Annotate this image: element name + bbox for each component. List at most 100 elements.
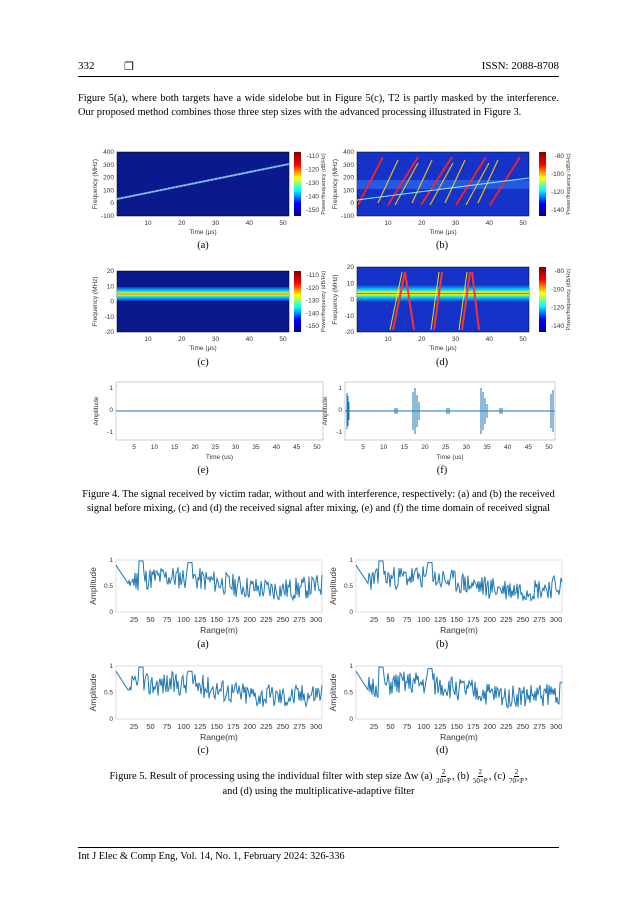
figure4-caption: Figure 4. The signal received by victim … — [82, 489, 555, 514]
fig5-y-tick-b: 0 — [349, 609, 353, 616]
sublabel-c: (c) — [197, 357, 209, 368]
y-tick-e: -1 — [107, 429, 113, 436]
x-tick-e: 35 — [252, 444, 260, 451]
x-tick-f: 25 — [442, 444, 450, 451]
fig5-y-label-a: Amplitude — [88, 567, 98, 605]
x-label-e: Time (us) — [206, 454, 233, 461]
cbar-label-d: Power/frequency (dB/Hz) — [566, 269, 572, 331]
x-tick-f: 10 — [380, 444, 388, 451]
cbar-tick-b: -140 — [551, 207, 564, 214]
x-label-a: Time (µs) — [189, 229, 216, 236]
colorbar-a — [294, 152, 301, 216]
y-tick-c: 20 — [107, 268, 115, 275]
x-tick-c: 40 — [246, 336, 254, 343]
y-tick-a: 400 — [103, 149, 114, 156]
x-tick-f: 5 — [361, 444, 365, 451]
x-tick-b: 20 — [418, 220, 426, 227]
y-label-a: Frequency (MHz) — [92, 159, 99, 209]
journal-issn: ISSN: 2088-8708 — [481, 60, 559, 72]
cbar-tick-a: -130 — [306, 180, 319, 187]
y-tick-d: 20 — [347, 264, 355, 271]
colorbar-b — [539, 152, 546, 216]
fig5-x-tick-a: 75 — [163, 615, 171, 624]
x-tick-a: 30 — [212, 220, 220, 227]
y-tick-e: 0 — [109, 407, 113, 414]
cbar-tick-c: -140 — [306, 310, 319, 317]
fig5-sublabel-c: (c) — [197, 745, 209, 756]
x-tick-d: 50 — [519, 336, 527, 343]
x-tick-e: 10 — [151, 444, 159, 451]
fig5-y-label-b: Amplitude — [328, 567, 338, 605]
x-tick-a: 40 — [246, 220, 254, 227]
x-tick-f: 30 — [463, 444, 471, 451]
fig5-x-tick-b: 100 — [417, 615, 430, 624]
y-tick-c: -20 — [105, 329, 115, 336]
y-tick-c: 10 — [107, 283, 115, 290]
fig5-x-tick-a: 275 — [293, 615, 306, 624]
x-label-f: Time (us) — [436, 454, 463, 461]
fig5-x-tick-a: 100 — [177, 615, 190, 624]
y-tick-b: 200 — [343, 175, 354, 182]
fig5-y-tick-a: 1 — [109, 557, 113, 564]
fig5-x-label-c: Range(m) — [200, 732, 238, 742]
fig5-x-tick-c: 125 — [194, 722, 207, 731]
fig5-x-tick-d: 150 — [450, 722, 463, 731]
cbar-tick-c: -110 — [306, 272, 319, 279]
y-tick-f: 1 — [338, 385, 342, 392]
fig5-x-tick-c: 50 — [146, 722, 154, 731]
y-tick-f: -1 — [336, 429, 342, 436]
fig5-x-tick-c: 200 — [244, 722, 257, 731]
cbar-tick-a: -120 — [306, 167, 319, 174]
fig5-y-tick-d: 0.5 — [344, 690, 353, 697]
fig5-y-tick-a: 0.5 — [104, 583, 113, 590]
fig5-sublabel-a: (a) — [197, 639, 209, 650]
sublabel-e: (e) — [197, 465, 209, 476]
y-label-b: Frequency (MHz) — [332, 159, 339, 209]
x-tick-d: 10 — [384, 336, 392, 343]
frac-c-den: 70×P — [509, 777, 524, 785]
fig5-x-tick-b: 50 — [386, 615, 394, 624]
x-label-b: Time (µs) — [429, 229, 456, 236]
y-tick-a: -100 — [101, 213, 114, 220]
fig5-x-tick-b: 200 — [484, 615, 497, 624]
x-tick-a: 20 — [178, 220, 186, 227]
fig5-x-tick-d: 75 — [403, 722, 411, 731]
x-tick-e: 30 — [232, 444, 240, 451]
cbar-tick-d: -120 — [551, 305, 564, 312]
fig5-x-tick-d: 225 — [500, 722, 513, 731]
x-tick-f: 40 — [504, 444, 512, 451]
y-tick-c: 0 — [110, 299, 114, 306]
cbar-label-b: Power/frequency (dB/Hz) — [566, 153, 572, 215]
x-tick-b: 50 — [519, 220, 527, 227]
fig5-x-tick-a: 200 — [244, 615, 257, 624]
cbar-tick-c: -130 — [306, 298, 319, 305]
cbar-tick-c: -150 — [306, 323, 319, 330]
fig5-x-tick-c: 300 — [310, 722, 323, 731]
x-label-d: Time (µs) — [429, 345, 456, 352]
fig5-x-tick-d: 275 — [533, 722, 546, 731]
fig5-x-tick-b: 175 — [467, 615, 480, 624]
fig5-y-tick-b: 0.5 — [344, 583, 353, 590]
cbar-tick-b: -120 — [551, 189, 564, 196]
fig5-x-tick-b: 300 — [550, 615, 563, 624]
y-tick-b: 0 — [350, 200, 354, 207]
fig5-x-tick-b: 275 — [533, 615, 546, 624]
frac-a-num: 2 — [440, 768, 447, 777]
spectrogram-c — [116, 270, 301, 333]
sublabel-a: (a) — [197, 240, 209, 251]
fig5-x-tick-d: 300 — [550, 722, 563, 731]
fig5-x-tick-c: 100 — [177, 722, 190, 731]
x-tick-e: 5 — [132, 444, 136, 451]
frac-c-num: 2 — [513, 768, 520, 777]
fig5-x-tick-a: 125 — [194, 615, 207, 624]
y-tick-d: 10 — [347, 280, 355, 287]
fig5-x-tick-c: 25 — [130, 722, 138, 731]
fig5-y-tick-d: 1 — [349, 663, 353, 670]
x-tick-e: 45 — [293, 444, 301, 451]
y-tick-d: -10 — [345, 313, 355, 320]
fig5-y-tick-d: 0 — [349, 716, 353, 723]
fig5-x-tick-a: 225 — [260, 615, 273, 624]
fig5-x-tick-c: 75 — [163, 722, 171, 731]
x-tick-a: 10 — [144, 220, 152, 227]
y-tick-a: 100 — [103, 187, 114, 194]
